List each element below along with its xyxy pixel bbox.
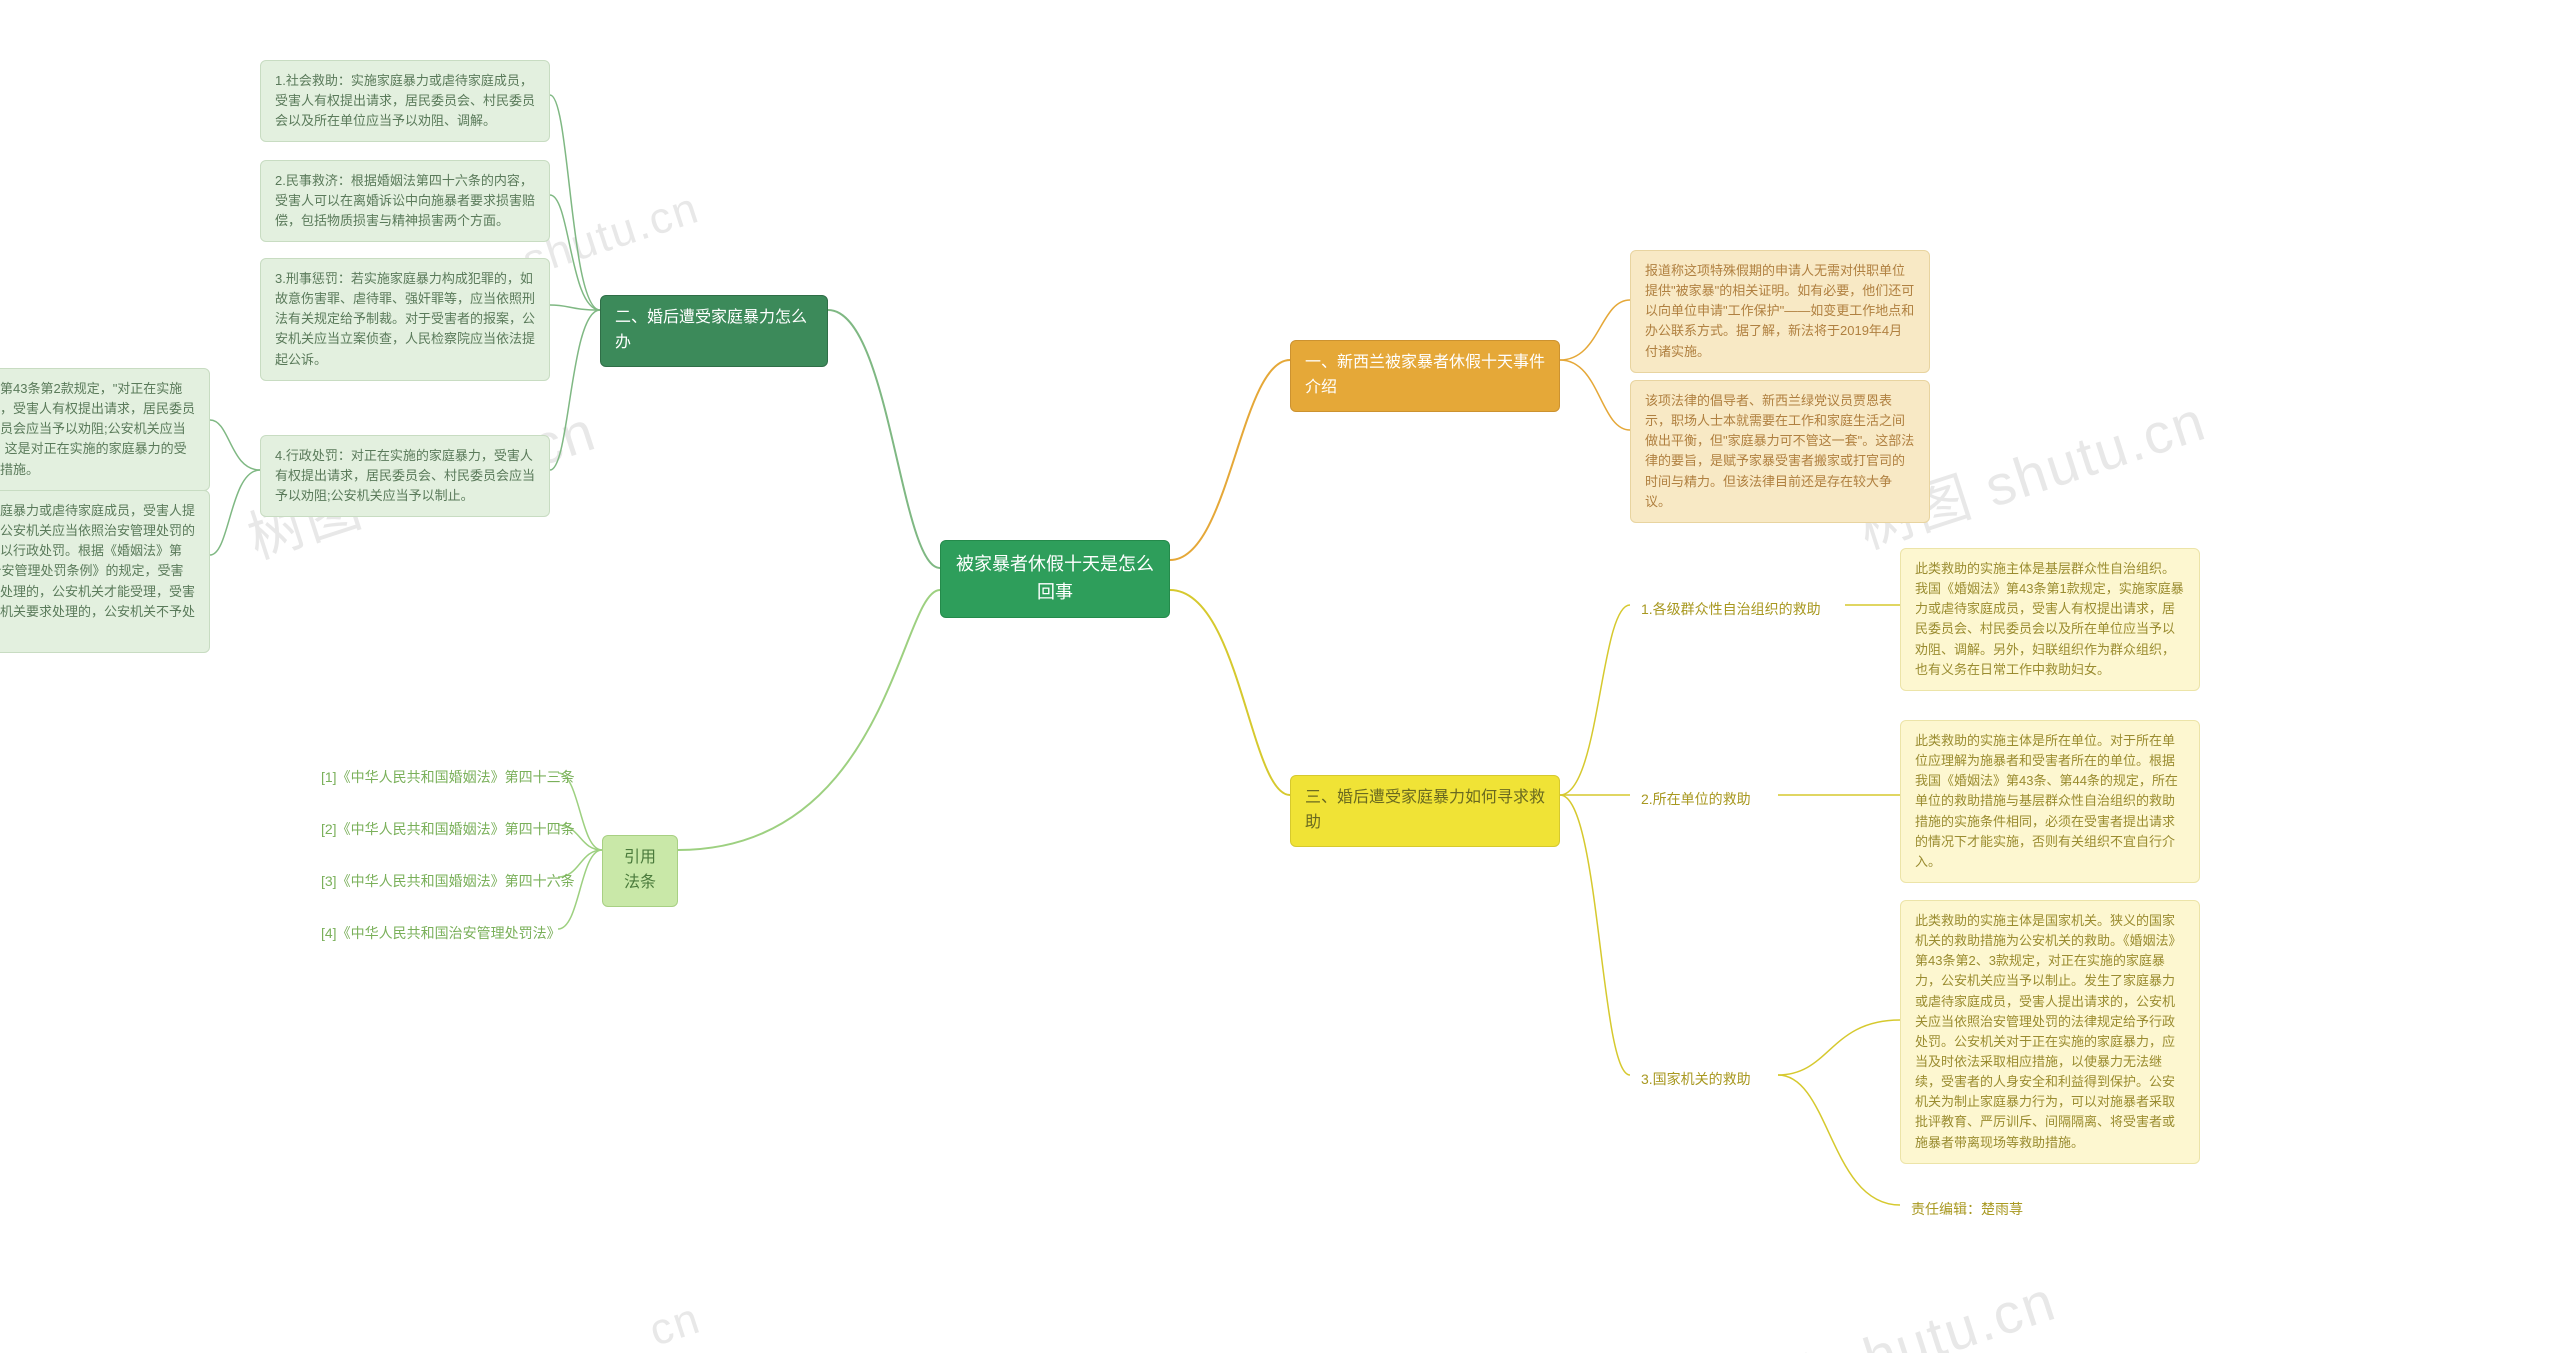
sec2-item-3-text: 3.刑事惩罚：若实施家庭暴力构成犯罪的，如故意伤害罪、虐待罪、强奸罪等，应当依照… xyxy=(275,271,535,367)
cite-item-4-text: [4]《中华人民共和国治安管理处罚法》 xyxy=(321,925,561,941)
sec3-editor[interactable]: 责任编辑：楚雨荨 xyxy=(1900,1192,2034,1228)
sec3-desc-1-text: 此类救助的实施主体是基层群众性自治组织。我国《婚姻法》第43条第1款规定，实施家… xyxy=(1915,561,2184,677)
sec3-desc-3-text: 此类救助的实施主体是国家机关。狭义的国家机关的救助措施为公安机关的救助。《婚姻法… xyxy=(1915,913,2182,1150)
sec3-label-2[interactable]: 2.所在单位的救助 xyxy=(1630,782,1762,818)
sec2-item-4-text: 4.行政处罚：对正在实施的家庭暴力，受害人有权提出请求，居民委员会、村民委员会应… xyxy=(275,448,535,503)
section-2-node[interactable]: 二、婚后遭受家庭暴力怎么办 xyxy=(600,295,828,367)
section-3-node[interactable]: 三、婚后遭受家庭暴力如何寻求救助 xyxy=(1290,775,1560,847)
cite-item-1[interactable]: [1]《中华人民共和国婚姻法》第四十三条 xyxy=(310,760,586,796)
sec1-item-1-text: 报道称这项特殊假期的申请人无需对供职单位提供"被家暴"的相关证明。如有必要，他们… xyxy=(1645,263,1914,359)
sec3-desc-1[interactable]: 此类救助的实施主体是基层群众性自治组织。我国《婚姻法》第43条第1款规定，实施家… xyxy=(1900,548,2200,691)
sec3-desc-2-text: 此类救助的实施主体是所在单位。对于所在单位应理解为施暴者和受害者所在的单位。根据… xyxy=(1915,733,2178,869)
cite-item-2[interactable]: [2]《中华人民共和国婚姻法》第四十四条 xyxy=(310,812,586,848)
section-3-title: 三、婚后遭受家庭暴力如何寻求救助 xyxy=(1305,789,1545,831)
section-1-title: 一、新西兰被家暴者休假十天事件介绍 xyxy=(1305,354,1545,396)
section-1-node[interactable]: 一、新西兰被家暴者休假十天事件介绍 xyxy=(1290,340,1560,412)
sec3-label-2-text: 2.所在单位的救助 xyxy=(1641,791,1751,807)
section-2-title: 二、婚后遭受家庭暴力怎么办 xyxy=(615,309,807,351)
sec2-sub-2-text: 如果实施家庭暴力或虐待家庭成员，受害人提出请求的，公安机关应当依照治安管理处罚的… xyxy=(0,503,195,639)
cite-item-3[interactable]: [3]《中华人民共和国婚姻法》第四十六条 xyxy=(310,864,586,900)
sec2-item-1[interactable]: 1.社会救助：实施家庭暴力或虐待家庭成员，受害人有权提出请求，居民委员会、村民委… xyxy=(260,60,550,142)
sec2-sub-2[interactable]: 如果实施家庭暴力或虐待家庭成员，受害人提出请求的，公安机关应当依照治安管理处罚的… xyxy=(0,490,210,653)
root-node[interactable]: 被家暴者休假十天是怎么回事 xyxy=(940,540,1170,618)
sec1-item-2[interactable]: 该项法律的倡导者、新西兰绿党议员贾恩表示，职场人士本就需要在工作和家庭生活之间做… xyxy=(1630,380,1930,523)
sec3-editor-text: 责任编辑：楚雨荨 xyxy=(1911,1201,2023,1217)
sec3-label-1-text: 1.各级群众性自治组织的救助 xyxy=(1641,601,1821,617)
sec2-item-4[interactable]: 4.行政处罚：对正在实施的家庭暴力，受害人有权提出请求，居民委员会、村民委员会应… xyxy=(260,435,550,517)
sec3-label-3-text: 3.国家机关的救助 xyxy=(1641,1071,1751,1087)
sec1-item-2-text: 该项法律的倡导者、新西兰绿党议员贾恩表示，职场人士本就需要在工作和家庭生活之间做… xyxy=(1645,393,1914,509)
sec2-sub-1[interactable]: 《婚姻法》第43条第2款规定，"对正在实施的家庭暴力，受害人有权提出请求，居民委… xyxy=(0,368,210,491)
watermark: cn xyxy=(644,1293,707,1353)
sec2-item-3[interactable]: 3.刑事惩罚：若实施家庭暴力构成犯罪的，如故意伤害罪、虐待罪、强奸罪等，应当依照… xyxy=(260,258,550,381)
sec3-desc-2[interactable]: 此类救助的实施主体是所在单位。对于所在单位应理解为施暴者和受害者所在的单位。根据… xyxy=(1900,720,2200,883)
cite-node[interactable]: 引用法条 xyxy=(602,835,678,907)
sec1-item-1[interactable]: 报道称这项特殊假期的申请人无需对供职单位提供"被家暴"的相关证明。如有必要，他们… xyxy=(1630,250,1930,373)
sec2-item-2-text: 2.民事救济：根据婚姻法第四十六条的内容，受害人可以在离婚诉讼中向施暴者要求损害… xyxy=(275,173,535,228)
cite-item-4[interactable]: [4]《中华人民共和国治安管理处罚法》 xyxy=(310,916,572,952)
sec3-label-1[interactable]: 1.各级群众性自治组织的救助 xyxy=(1630,592,1832,628)
cite-item-2-text: [2]《中华人民共和国婚姻法》第四十四条 xyxy=(321,821,575,837)
root-title: 被家暴者休假十天是怎么回事 xyxy=(956,554,1154,602)
watermark: 树图 shutu.cn xyxy=(1696,1256,2065,1353)
cite-title: 引用法条 xyxy=(624,849,656,891)
sec2-item-2[interactable]: 2.民事救济：根据婚姻法第四十六条的内容，受害人可以在离婚诉讼中向施暴者要求损害… xyxy=(260,160,550,242)
sec2-sub-1-text: 《婚姻法》第43条第2款规定，"对正在实施的家庭暴力，受害人有权提出请求，居民委… xyxy=(0,381,195,477)
cite-item-1-text: [1]《中华人民共和国婚姻法》第四十三条 xyxy=(321,769,575,785)
sec3-label-3[interactable]: 3.国家机关的救助 xyxy=(1630,1062,1762,1098)
sec2-item-1-text: 1.社会救助：实施家庭暴力或虐待家庭成员，受害人有权提出请求，居民委员会、村民委… xyxy=(275,73,535,128)
sec3-desc-3[interactable]: 此类救助的实施主体是国家机关。狭义的国家机关的救助措施为公安机关的救助。《婚姻法… xyxy=(1900,900,2200,1164)
cite-item-3-text: [3]《中华人民共和国婚姻法》第四十六条 xyxy=(321,873,575,889)
